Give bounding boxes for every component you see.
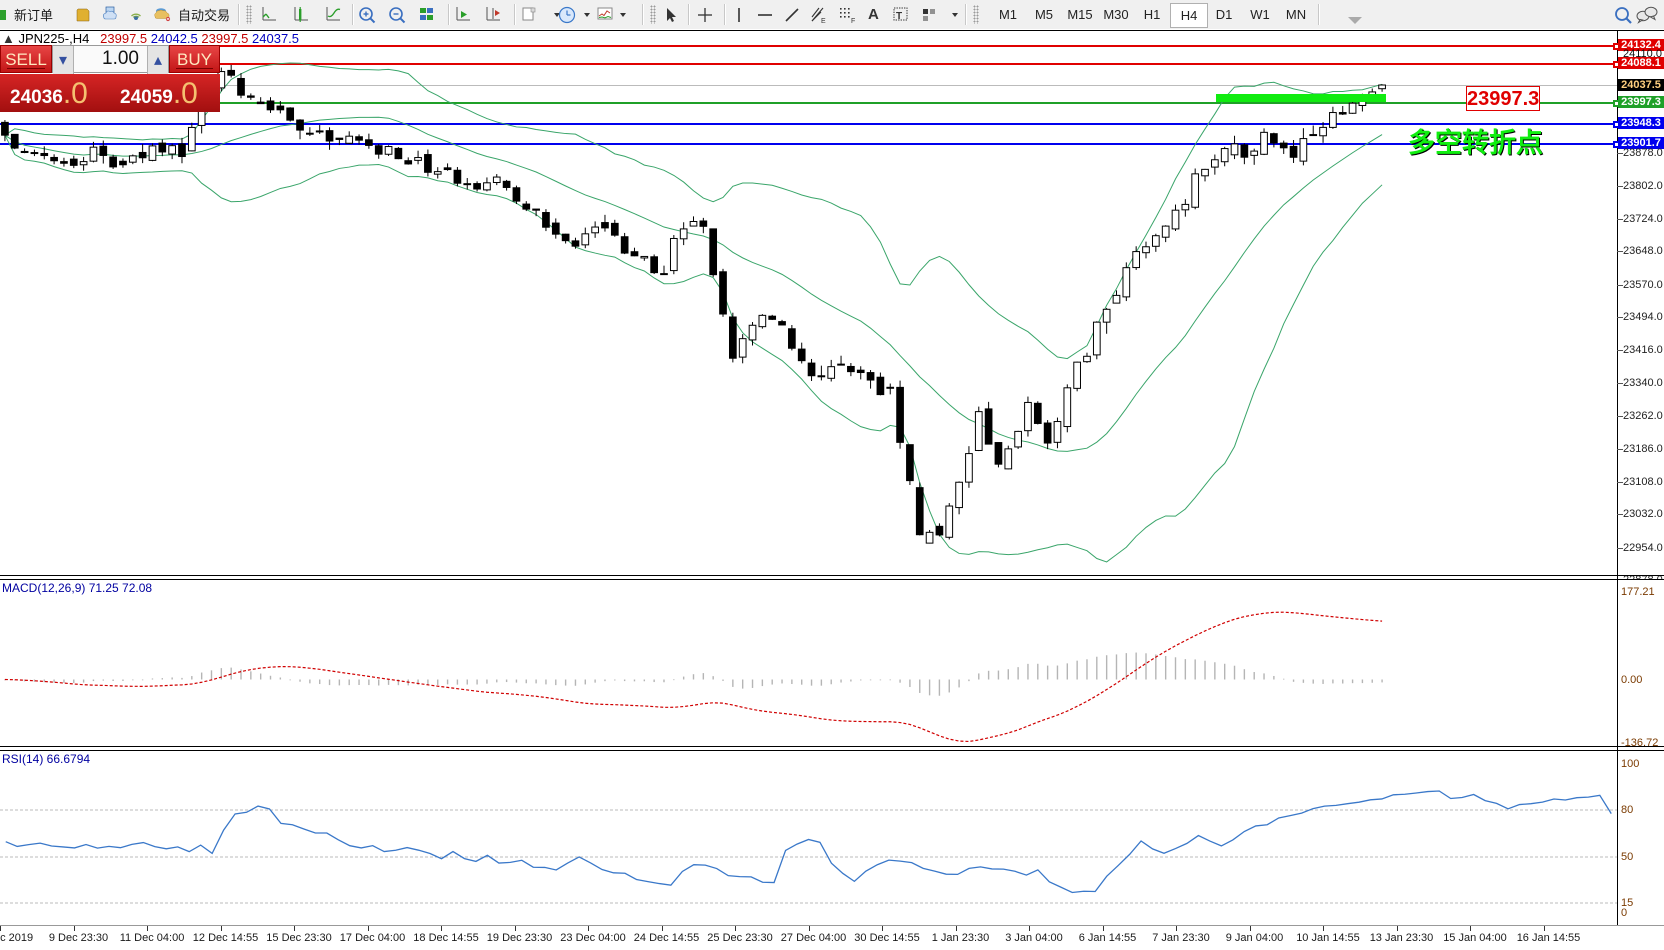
svg-text:E: E [821, 18, 826, 24]
svg-text:T: T [896, 11, 902, 22]
svg-text:F: F [851, 18, 855, 24]
